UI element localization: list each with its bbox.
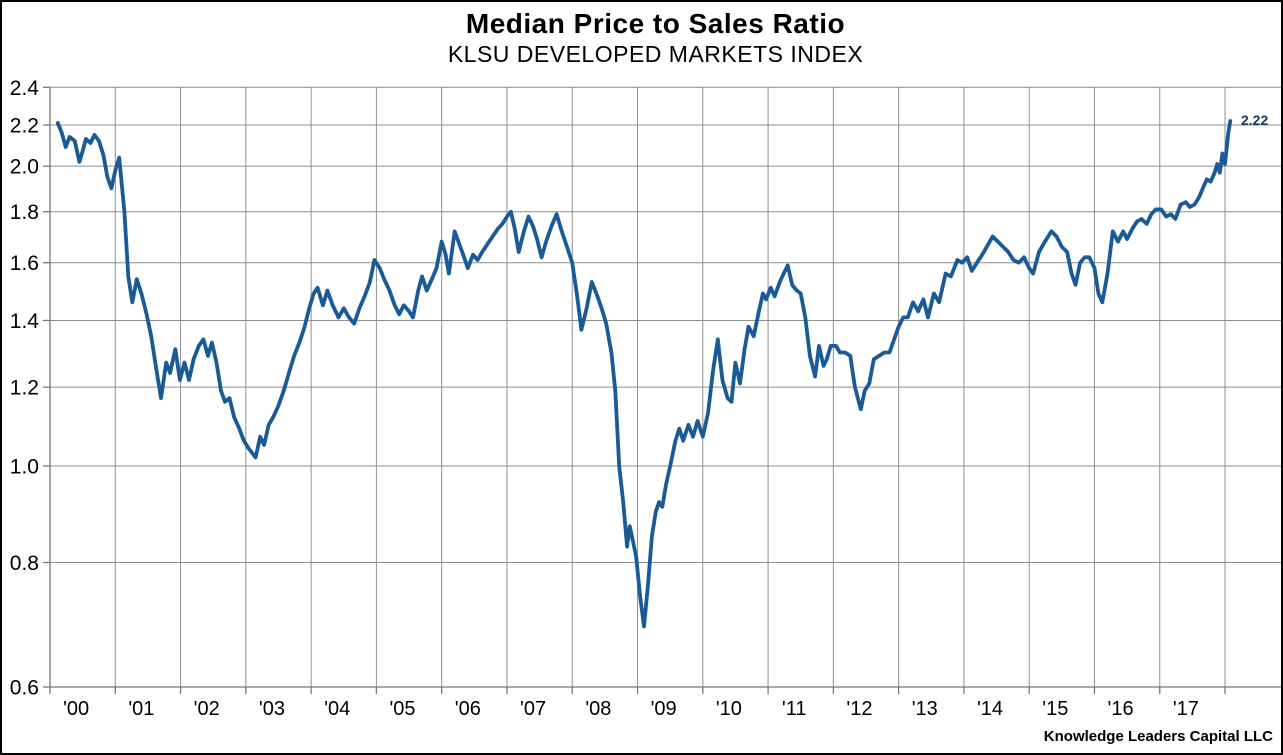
chart-title: Median Price to Sales Ratio <box>465 8 846 39</box>
x-tick-label: '06 <box>455 698 481 720</box>
x-tick-label: '05 <box>389 698 415 720</box>
y-tick-label: 1.2 <box>10 377 39 400</box>
y-tick-label: 2.2 <box>10 114 39 137</box>
y-tick-label: 0.6 <box>10 676 39 699</box>
y-tick-label: 1.8 <box>10 201 39 224</box>
y-tick-label: 1.0 <box>10 456 39 479</box>
x-tick-label: '00 <box>63 698 89 720</box>
x-tick-label: '07 <box>520 698 546 720</box>
x-tick-label: '17 <box>1173 698 1199 720</box>
y-tick-label: 2.0 <box>10 156 39 179</box>
x-tick-label: '08 <box>585 698 611 720</box>
x-tick-label: '14 <box>977 698 1003 720</box>
x-tick-label: '03 <box>259 698 285 720</box>
x-tick-label: '02 <box>194 698 220 720</box>
x-tick-label: '11 <box>782 698 807 720</box>
x-tick-label: '16 <box>1108 698 1134 720</box>
y-tick-label: 2.4 <box>10 77 40 100</box>
data-series-line <box>55 119 1233 629</box>
x-tick-label: '13 <box>912 698 938 720</box>
y-tick-label: 1.6 <box>10 252 39 275</box>
x-tick-label: '04 <box>324 698 350 720</box>
last-value-label: 2.22 <box>1241 112 1269 128</box>
source-credit: Knowledge Leaders Capital LLC <box>1043 728 1273 745</box>
y-tick-label: 1.4 <box>10 310 40 333</box>
x-tick-label: '09 <box>651 698 677 720</box>
y-tick-label: 0.8 <box>10 552 39 575</box>
x-tick-label: '12 <box>846 698 872 720</box>
chart-subtitle: KLSU DEVELOPED MARKETS INDEX <box>447 41 864 67</box>
x-tick-label: '10 <box>716 698 742 720</box>
x-tick-label: '15 <box>1042 698 1068 720</box>
x-tick-label: '01 <box>128 698 154 720</box>
